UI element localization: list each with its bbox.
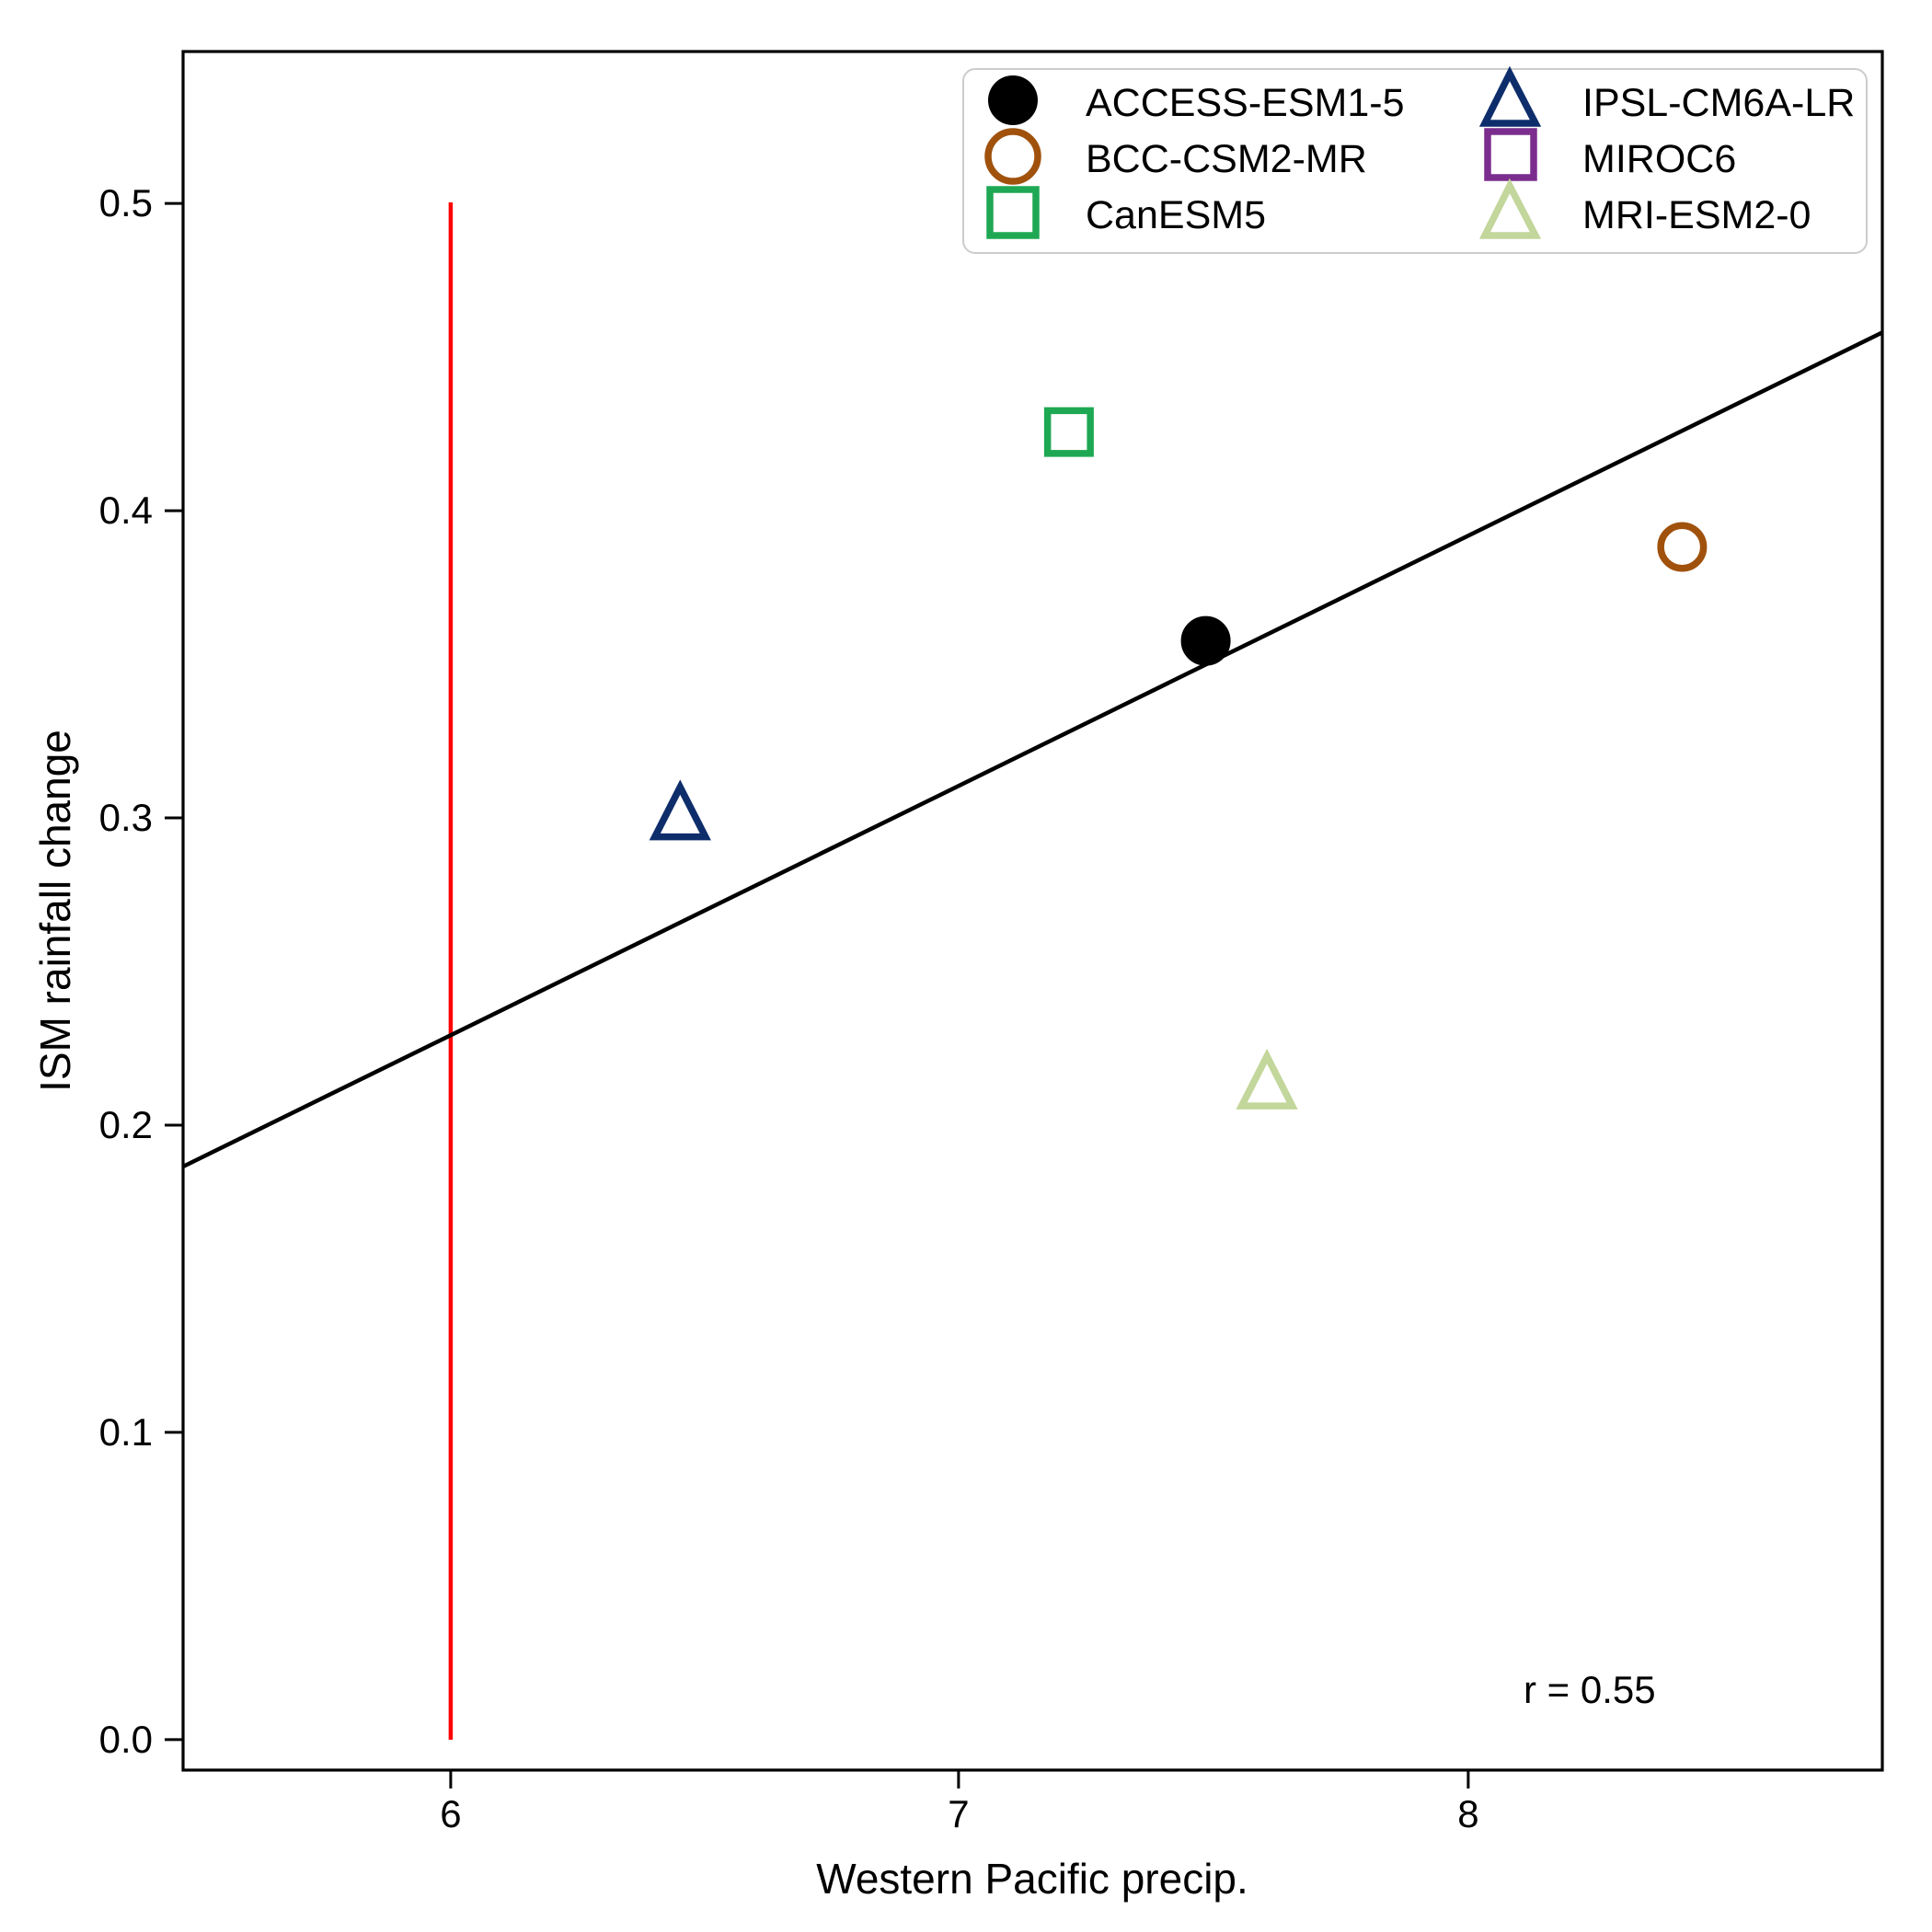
svg-text:r = 0.55: r = 0.55 (1524, 1668, 1656, 1711)
